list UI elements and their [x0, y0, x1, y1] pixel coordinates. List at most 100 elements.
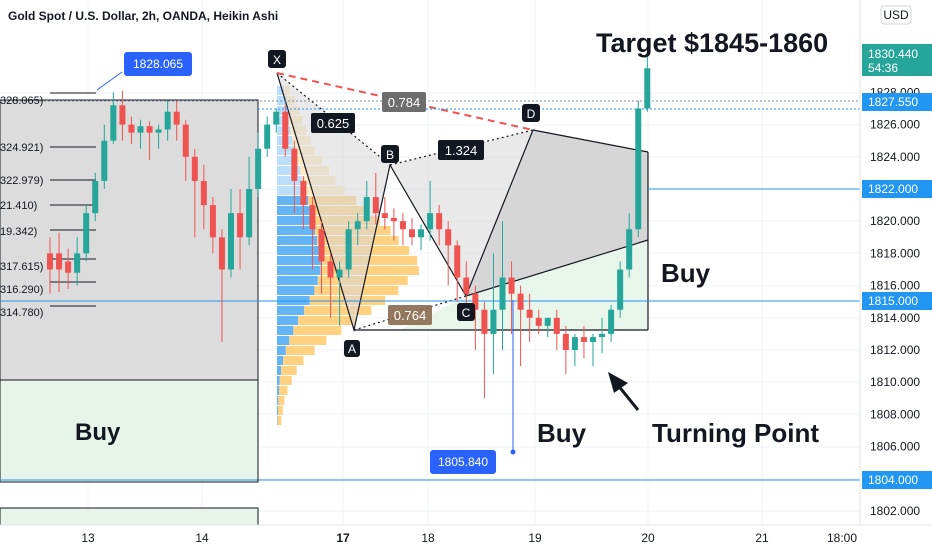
- candle-body[interactable]: [599, 333, 606, 338]
- candle-body[interactable]: [74, 253, 81, 273]
- xd-dashed-line: [276, 72, 534, 131]
- time-axis[interactable]: 13 14 17 18 19 20 21 18:00: [0, 524, 932, 550]
- candle-body[interactable]: [282, 111, 289, 149]
- volume-bar: [298, 316, 356, 325]
- candle-body[interactable]: [191, 156, 198, 181]
- candle-body[interactable]: [273, 111, 280, 125]
- y-tick-label: 1826.000: [870, 118, 920, 132]
- candle-body[interactable]: [418, 229, 425, 238]
- candle-body[interactable]: [318, 229, 325, 262]
- candle-body[interactable]: [635, 108, 642, 230]
- candle-body[interactable]: [47, 253, 53, 270]
- candle-body[interactable]: [309, 205, 316, 230]
- y-tick-label: 1812.000: [870, 343, 920, 357]
- candle-body[interactable]: [137, 126, 144, 133]
- candle-body[interactable]: [128, 124, 135, 133]
- candle-body[interactable]: [200, 180, 207, 206]
- candle-body[interactable]: [553, 317, 560, 334]
- y-tick-label: 1806.000: [870, 440, 920, 454]
- candle-body[interactable]: [56, 253, 63, 270]
- candle-body[interactable]: [562, 333, 569, 350]
- candle-body[interactable]: [300, 180, 307, 206]
- candle-body[interactable]: [291, 148, 298, 181]
- volume-bar: [281, 366, 297, 375]
- candle-body[interactable]: [237, 213, 244, 238]
- candle-body[interactable]: [146, 126, 153, 133]
- candle-body[interactable]: [399, 221, 406, 230]
- candle-body[interactable]: [580, 337, 587, 342]
- candle-body[interactable]: [65, 261, 72, 273]
- svg-text:0.784: 0.784: [388, 95, 421, 110]
- candle-body[interactable]: [463, 277, 470, 294]
- current-price-tag: 1830.440 54:36: [862, 44, 932, 76]
- high-label[interactable]: 1828.065: [124, 52, 192, 76]
- candle-body[interactable]: [372, 197, 379, 214]
- svg-text:54:36: 54:36: [868, 61, 898, 75]
- candle-body[interactable]: [508, 277, 515, 294]
- volume-bar: [277, 306, 305, 315]
- candle-body[interactable]: [363, 197, 370, 222]
- candle-body[interactable]: [354, 221, 361, 230]
- volume-bar: [293, 326, 342, 335]
- candle-body[interactable]: [427, 213, 434, 230]
- price-axis[interactable]: USD 1802.000 1804.000 1806.000 1808.000 1810…: [859, 0, 932, 525]
- candle-body[interactable]: [83, 213, 90, 254]
- candle-body[interactable]: [544, 317, 551, 326]
- svg-text:B: B: [386, 148, 394, 162]
- candle-body[interactable]: [517, 293, 524, 310]
- candle-body[interactable]: [164, 111, 171, 130]
- point-c: C: [457, 303, 475, 321]
- candle-body[interactable]: [445, 229, 452, 246]
- candle-body[interactable]: [218, 237, 225, 270]
- candle-body[interactable]: [436, 213, 443, 230]
- svg-text:1830.440: 1830.440: [868, 47, 918, 61]
- candle-body[interactable]: [110, 105, 117, 141]
- candle-body[interactable]: [119, 105, 126, 125]
- candle-body[interactable]: [490, 309, 497, 334]
- y-tick-label: 1810.000: [870, 375, 920, 389]
- currency-badge[interactable]: USD: [880, 5, 912, 25]
- candle-body[interactable]: [228, 213, 234, 270]
- volume-bar: [277, 366, 282, 375]
- candle-body[interactable]: [472, 293, 479, 310]
- low-label[interactable]: 1805.840: [430, 450, 496, 474]
- candle-body[interactable]: [255, 148, 262, 189]
- candle-body[interactable]: [590, 337, 596, 342]
- candle-body[interactable]: [264, 124, 271, 149]
- candle-body[interactable]: [345, 229, 352, 270]
- volume-bar: [277, 246, 320, 255]
- volume-bar: [277, 346, 286, 355]
- candle-body[interactable]: [381, 213, 388, 218]
- candle-body[interactable]: [499, 277, 506, 310]
- candle-body[interactable]: [526, 309, 533, 318]
- y-tick-label: 1814.000: [870, 311, 920, 325]
- candle-body[interactable]: [173, 111, 180, 125]
- candle-body[interactable]: [336, 269, 343, 278]
- point-b: B: [381, 145, 399, 163]
- candle-body[interactable]: [182, 124, 189, 157]
- candle-body[interactable]: [155, 129, 162, 133]
- volume-bar: [283, 356, 304, 365]
- candle-body[interactable]: [626, 229, 633, 270]
- candle-body[interactable]: [535, 317, 542, 326]
- ratio-ac: 0.764: [388, 305, 432, 325]
- candle-body[interactable]: [390, 217, 397, 222]
- candle-body[interactable]: [92, 180, 99, 214]
- candle-body[interactable]: [481, 309, 488, 334]
- target-text: Target $1845-1860: [596, 28, 828, 58]
- candle-body[interactable]: [571, 337, 578, 350]
- candle-body[interactable]: [617, 269, 624, 310]
- pattern-triangle-xab: [277, 73, 390, 330]
- volume-bar: [320, 266, 419, 275]
- candle-body[interactable]: [454, 245, 461, 278]
- candle-body[interactable]: [101, 140, 108, 181]
- candle-body[interactable]: [209, 205, 216, 238]
- candle-body[interactable]: [608, 309, 615, 334]
- candle-body[interactable]: [644, 68, 651, 109]
- candle-body[interactable]: [327, 261, 334, 278]
- volume-bar: [277, 276, 318, 285]
- candle-body[interactable]: [409, 229, 415, 238]
- candle-body[interactable]: [246, 189, 253, 238]
- left-buy-zone: [0, 379, 259, 483]
